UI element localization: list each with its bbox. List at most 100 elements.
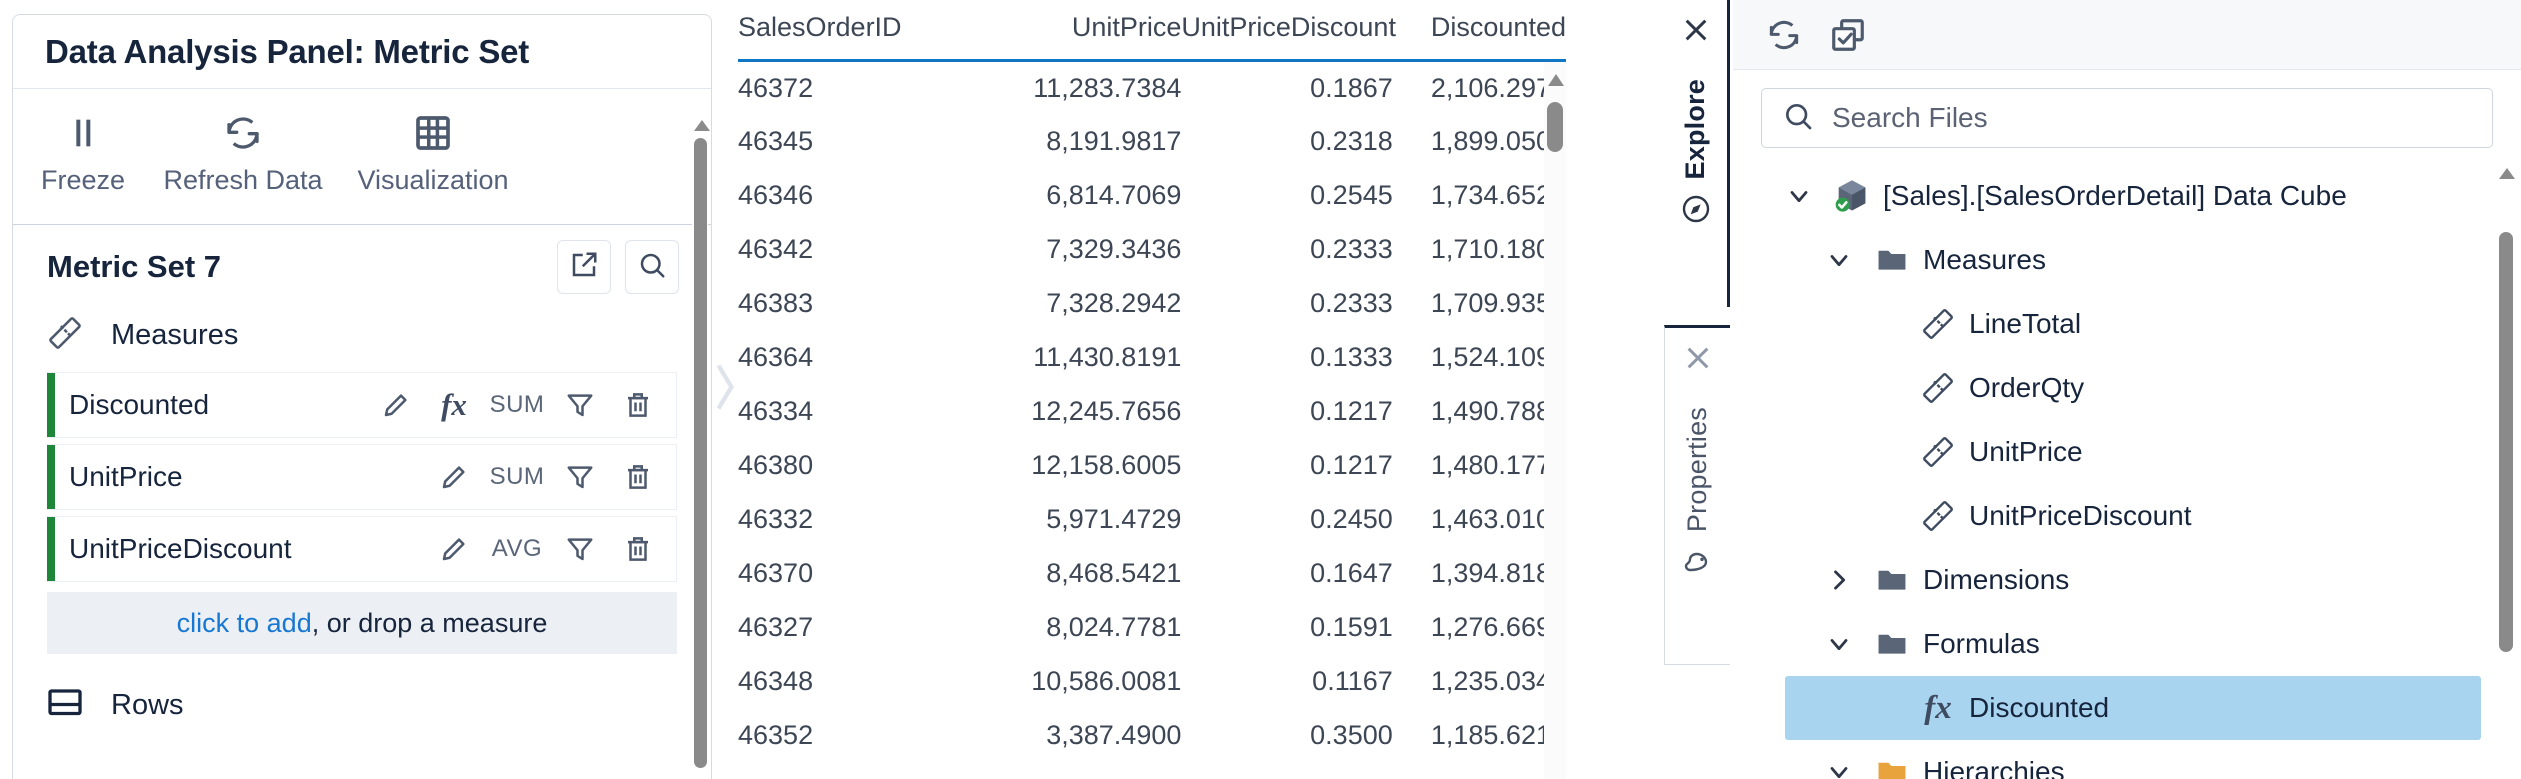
cell-unitprice: 11,283.7384 [1033, 72, 1182, 103]
refresh-icon[interactable] [1765, 16, 1803, 54]
refresh-icon [222, 111, 264, 155]
close-icon[interactable] [1682, 342, 1714, 379]
filter-funnel-icon[interactable] [554, 451, 606, 503]
edit-metric-set-button[interactable] [557, 240, 611, 294]
cell-discounted: 1,276.6692 [1430, 612, 1566, 642]
cell-discounted: 1,480.1775 [1430, 450, 1566, 480]
filter-funnel-icon[interactable] [554, 379, 606, 431]
table-body: 46372 11,283.7384 0.1867 2,106.2978 46345 8,… [738, 61, 1566, 779]
tree-node-hierarchies[interactable]: Hierarchies [1733, 740, 2521, 779]
scrollbar-thumb[interactable] [694, 138, 707, 768]
pencil-icon[interactable] [428, 451, 480, 503]
close-icon[interactable] [1680, 14, 1712, 51]
measures-section-header: Measures [13, 309, 711, 372]
left-panel-scrollbar[interactable] [692, 120, 710, 779]
cell-discounted: 2,106.2978 [1430, 72, 1566, 103]
table-row[interactable]: 46345 8,191.9817 0.2318 1,899.0503 [738, 115, 1566, 169]
tree-node-measures[interactable]: Measures [1733, 228, 2521, 292]
copy-check-icon[interactable] [1829, 16, 1867, 54]
cell-unitpricediscount: 0.1217 [1310, 450, 1393, 480]
filter-funnel-icon[interactable] [554, 523, 606, 575]
chevron-down-icon[interactable] [1813, 630, 1865, 658]
cell-salesorderid: 46372 [738, 72, 814, 103]
aggregate-label[interactable]: SUM [489, 391, 545, 418]
scroll-up-arrow-icon[interactable] [2499, 168, 2515, 179]
trash-icon[interactable] [612, 451, 664, 503]
fx-icon[interactable]: fx [441, 387, 467, 422]
table-row[interactable]: 46364 11,430.8191 0.1333 1,524.1092 [738, 331, 1566, 385]
chevron-right-icon[interactable] [712, 359, 738, 420]
tree-node-label: Measures [1923, 244, 2046, 275]
panel-splitter[interactable] [712, 0, 738, 779]
table-row[interactable]: 46372 11,283.7384 0.1867 2,106.2978 [738, 61, 1566, 115]
tree-node-formulas[interactable]: Formulas [1733, 612, 2521, 676]
rail-tab-explore[interactable]: Explore [1664, 0, 1730, 307]
chevron-down-icon[interactable] [1773, 182, 1825, 210]
table-row[interactable]: 46348 10,586.0081 0.1167 1,235.0343 [738, 655, 1566, 709]
freeze-button[interactable]: Freeze [13, 111, 153, 196]
column-header-unitpricediscount[interactable]: UnitPriceDiscount [1181, 12, 1396, 42]
panel-toolbar: Freeze Refresh Data [13, 89, 711, 225]
table-scrollbar[interactable] [1544, 62, 1566, 779]
table-row[interactable]: 46380 12,158.6005 0.1217 1,480.1775 [738, 439, 1566, 493]
scroll-up-arrow-icon[interactable] [694, 120, 710, 131]
rail-tab-properties[interactable]: Properties [1664, 325, 1730, 665]
chevron-right-icon[interactable] [1813, 566, 1865, 594]
search-files-box[interactable] [1761, 88, 2493, 148]
search-icon [637, 250, 667, 285]
search-metric-set-button[interactable] [625, 240, 679, 294]
visualization-button[interactable]: Visualization [333, 111, 533, 196]
tree-node-orderqty[interactable]: OrderQty [1733, 356, 2521, 420]
cell-unitprice: 12,158.6005 [1031, 450, 1182, 480]
table-row[interactable]: 46370 8,468.5421 0.1647 1,394.8187 [738, 547, 1566, 601]
tree-node-linetotal[interactable]: LineTotal [1733, 292, 2521, 356]
tree-node-dimensions[interactable]: Dimensions [1733, 548, 2521, 612]
chevron-down-icon[interactable] [1813, 246, 1865, 274]
tree-node-unitpricediscount[interactable]: UnitPriceDiscount [1733, 484, 2521, 548]
scroll-up-arrow-icon[interactable] [1548, 74, 1564, 86]
cell-salesorderid: 46345 [738, 126, 814, 156]
cell-discounted: 1,235.0343 [1430, 666, 1566, 696]
scrollbar-thumb[interactable] [1547, 102, 1563, 152]
cell-unitpricediscount: 0.1647 [1310, 558, 1393, 588]
table-row[interactable]: 46334 12,245.7656 0.1217 1,490.7889 [738, 385, 1566, 439]
cell-salesorderid: 46327 [738, 612, 814, 642]
measure-row[interactable]: UnitPrice SUM [47, 444, 677, 510]
scrollbar-thumb[interactable] [2499, 232, 2513, 652]
search-files-input[interactable] [1832, 102, 2472, 134]
click-to-add-link[interactable]: click to add [176, 607, 312, 638]
page-title: Data Analysis Panel: Metric Set [13, 15, 711, 89]
add-measure-dropzone[interactable]: click to add, or drop a measure [47, 592, 677, 654]
cell-unitpricediscount: 0.2450 [1310, 504, 1393, 534]
trash-icon[interactable] [612, 379, 664, 431]
cell-unitpricediscount: 0.1217 [1310, 396, 1393, 426]
tree-node-data-cube[interactable]: [Sales].[SalesOrderDetail] Data Cube [1733, 164, 2521, 228]
table-row[interactable]: 46383 7,328.2942 0.2333 1,709.9353 [738, 277, 1566, 331]
table-row[interactable]: 46342 7,329.3436 0.2333 1,710.1802 [738, 223, 1566, 277]
tree-node-unitprice[interactable]: UnitPrice [1733, 420, 2521, 484]
table-row[interactable]: 46332 5,971.4729 0.2450 1,463.0109 [738, 493, 1566, 547]
column-header-unitprice[interactable]: UnitPrice [1071, 12, 1182, 42]
refresh-data-label: Refresh Data [163, 165, 323, 195]
explore-scrollbar[interactable] [2497, 168, 2515, 773]
aggregate-label[interactable]: SUM [489, 463, 545, 490]
table-row[interactable]: 46352 3,387.4900 0.3500 1,185.6215 [738, 709, 1566, 763]
pencil-icon[interactable] [428, 523, 480, 575]
data-table: SalesOrderID UnitPrice UnitPriceDiscount… [738, 0, 1566, 779]
aggregate-label[interactable]: AVG [491, 535, 543, 562]
table-row[interactable]: 46346 6,814.7069 0.2545 1,734.6527 [738, 169, 1566, 223]
pencil-icon[interactable] [370, 379, 422, 431]
measure-name: Discounted [69, 389, 210, 420]
trash-icon[interactable] [612, 523, 664, 575]
measure-row[interactable]: Discounted fx SUM [47, 372, 677, 438]
cell-discounted: 1,394.8187 [1430, 558, 1566, 588]
table-row[interactable]: 46327 8,024.7781 0.1591 1,276.6692 [738, 601, 1566, 655]
column-header-salesorderid[interactable]: SalesOrderID [738, 12, 902, 42]
table-row[interactable]: 5110618,376.73100.06391,174.0689 [738, 763, 1566, 779]
tree-node-discounted[interactable]: fx Discounted [1785, 676, 2481, 740]
refresh-data-button[interactable]: Refresh Data [153, 111, 333, 196]
column-header-discounted[interactable]: Discounted [1430, 12, 1566, 42]
cell-salesorderid: 46342 [738, 234, 814, 264]
measure-row[interactable]: UnitPriceDiscount AVG [47, 516, 677, 582]
chevron-down-icon[interactable] [1813, 758, 1865, 779]
